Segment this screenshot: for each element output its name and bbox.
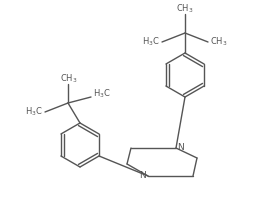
Text: H$_3$C: H$_3$C <box>25 106 43 118</box>
Text: CH$_3$: CH$_3$ <box>210 36 227 48</box>
Text: H$_3$C: H$_3$C <box>142 36 160 48</box>
Text: N: N <box>139 171 145 180</box>
Text: N: N <box>178 143 184 152</box>
Text: CH$_3$: CH$_3$ <box>176 3 194 15</box>
Text: CH$_3$: CH$_3$ <box>60 73 78 85</box>
Text: H$_3$C: H$_3$C <box>93 88 111 100</box>
